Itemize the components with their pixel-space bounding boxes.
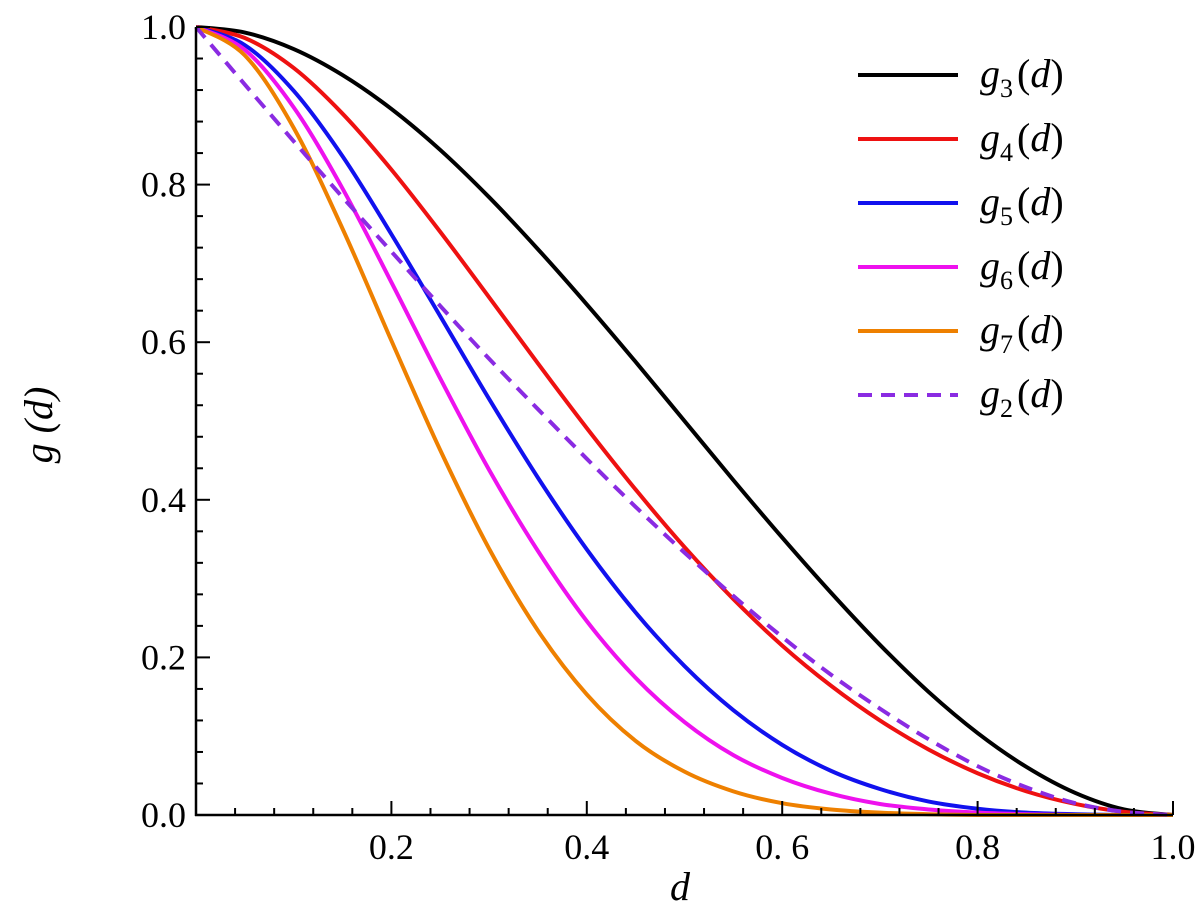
- legend-label: g4 (d): [980, 115, 1064, 167]
- series-lines: [194, 25, 1174, 818]
- series-line-g2: [194, 25, 1174, 817]
- y-tick-label: 0.2: [141, 637, 186, 677]
- x-axis-label: d: [670, 864, 691, 909]
- x-tick-label: 1.0: [1151, 827, 1196, 867]
- legend-item-g7: g7 (d): [858, 307, 1064, 359]
- legend-label: g6 (d): [980, 243, 1064, 295]
- legend-label: g7 (d): [980, 307, 1064, 359]
- legend: g3 (d) g4 (d) g5 (d) g6 (d) g7 (d) g2 (d): [858, 51, 1064, 423]
- y-tick-label: 0.4: [141, 480, 186, 520]
- tick-marks: [196, 26, 1174, 816]
- y-tick-label: 0.8: [141, 165, 186, 205]
- legend-item-g2: g2 (d): [858, 371, 1064, 423]
- series-line-g4: [195, 25, 1174, 817]
- legend-item-g6: g6 (d): [858, 243, 1064, 295]
- series-line-g3: [195, 25, 1174, 817]
- series-line-g5: [195, 25, 1174, 818]
- y-tick-label: 0.0: [141, 795, 186, 835]
- axes: [194, 27, 1173, 817]
- x-tick-label: 0.2: [369, 827, 414, 867]
- legend-item-g4: g4 (d): [858, 115, 1064, 167]
- x-tick-label: 0.4: [564, 827, 609, 867]
- legend-item-g3: g3 (d): [858, 51, 1064, 103]
- x-tick-label: 0.8: [955, 827, 1000, 867]
- legend-label: g3 (d): [980, 51, 1064, 103]
- legend-label: g2 (d): [980, 371, 1064, 423]
- x-tick-label: 0. 6: [755, 827, 809, 867]
- y-axis-label: g (d): [16, 387, 61, 464]
- tick-labels: 0.2 0.4 0. 6 0.8 1.0 0.0 0.2 0.4 0.6 0.8 1.0: [141, 7, 1196, 867]
- legend-item-g5: g5 (d): [858, 179, 1064, 231]
- legend-label: g5 (d): [980, 179, 1064, 231]
- y-tick-label: 0.6: [141, 322, 186, 362]
- y-tick-label: 1.0: [141, 7, 186, 47]
